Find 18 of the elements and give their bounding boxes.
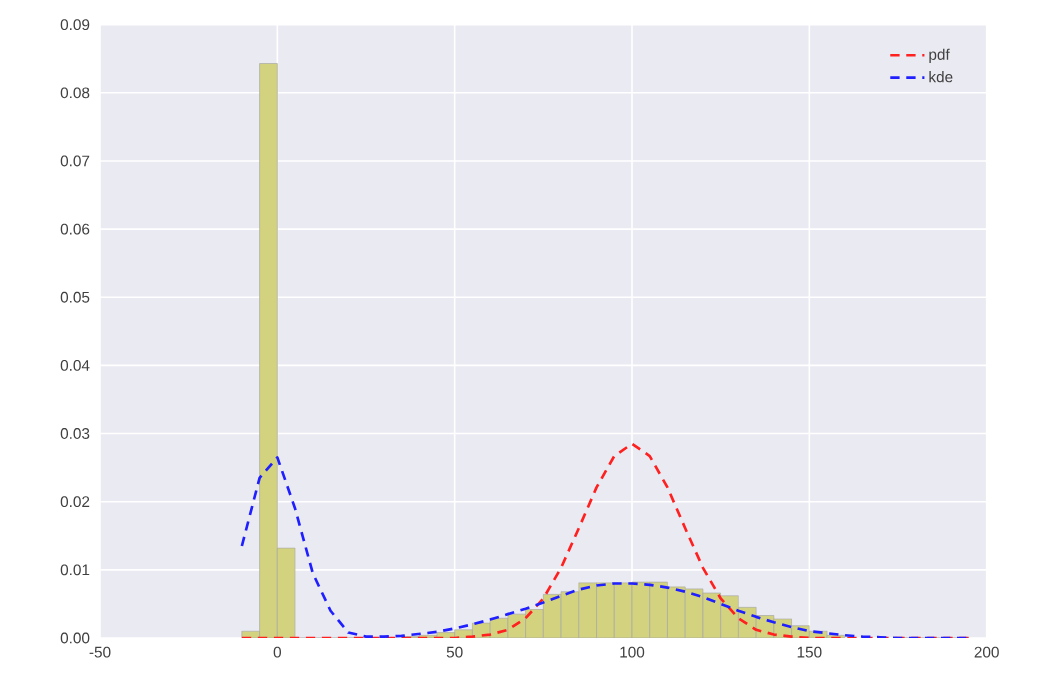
y-tick-label: 0.02 [60, 496, 90, 508]
x-tick-label: -50 [89, 646, 111, 658]
legend-label: kde [929, 71, 953, 83]
legend-label: pdf [929, 48, 950, 63]
y-tick-label: 0.07 [60, 155, 90, 167]
y-tick-label: 0.08 [60, 87, 90, 99]
y-tick-label: 0.03 [60, 428, 90, 439]
y-tick-label: 0.01 [60, 564, 90, 576]
y-tick-label: 0.00 [60, 632, 90, 644]
y-tick-label: 0.05 [60, 291, 90, 303]
y-tick-label: 0.06 [60, 223, 90, 235]
x-tick-label: 200 [974, 646, 999, 658]
x-tick-label: 150 [797, 646, 822, 658]
y-tick-label: 0.04 [60, 359, 90, 371]
x-tick-label: 50 [446, 646, 463, 658]
y-tick-label: 0.09 [60, 19, 90, 31]
x-tick-label: 100 [620, 646, 645, 658]
x-tick-label: 0 [273, 646, 281, 658]
